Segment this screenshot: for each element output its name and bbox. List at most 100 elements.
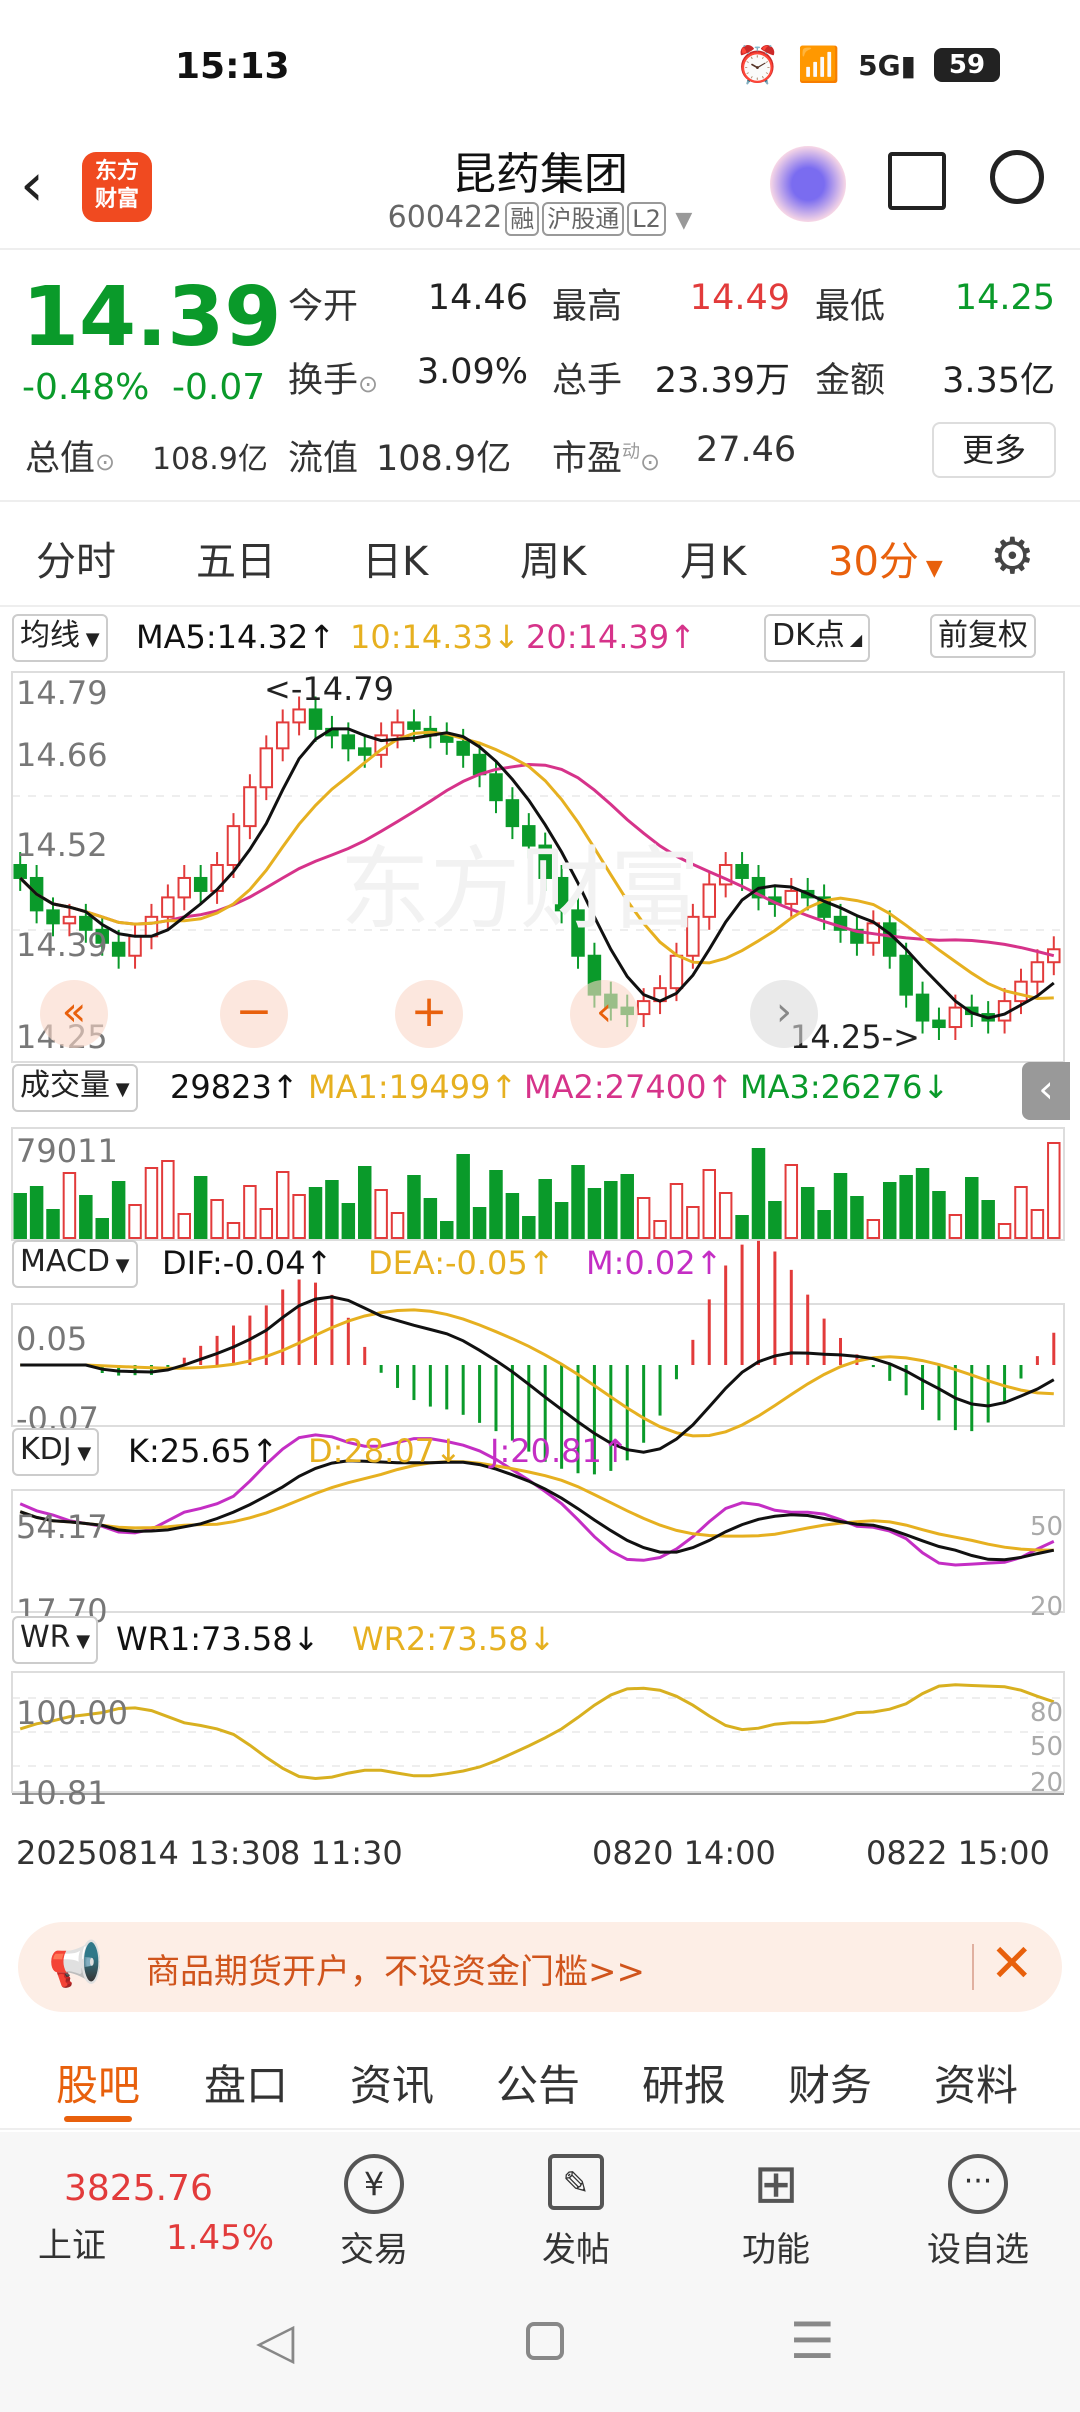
- wr-bottom: 10.81: [16, 1774, 108, 1812]
- candle: [554, 876, 569, 912]
- volume-bar: [702, 1169, 717, 1239]
- candle: [686, 915, 700, 957]
- amount-value: 3.35亿: [942, 361, 1055, 401]
- nav-back-icon[interactable]: ◁: [256, 2312, 295, 2370]
- tab-intraday[interactable]: 分时: [36, 539, 116, 585]
- volume-bar: [210, 1199, 224, 1239]
- volume-bar: [554, 1202, 569, 1239]
- volume-bar: [374, 1189, 388, 1239]
- k-line: [19, 1459, 1055, 1562]
- volume-bars: [13, 1142, 1061, 1239]
- high-label: 最高: [552, 287, 623, 327]
- adjust-button[interactable]: 前复权: [930, 614, 1036, 658]
- candle: [735, 864, 749, 879]
- tab-daily[interactable]: 日K: [362, 539, 429, 585]
- back-icon[interactable]: ‹: [20, 150, 44, 220]
- wr2-readout: WR2:73.58↓: [352, 1620, 556, 1658]
- volume-bar: [29, 1186, 44, 1239]
- candle: [538, 844, 552, 879]
- candle: [341, 734, 356, 750]
- candle: [275, 721, 290, 750]
- candle: [932, 1019, 946, 1029]
- trade-button[interactable]: ¥ 交易: [274, 2132, 474, 2271]
- candle: [13, 864, 27, 879]
- tab-news[interactable]: 资讯: [350, 2061, 435, 2110]
- promo-text[interactable]: 商品期货开户，不设资金门槛>>: [146, 1952, 645, 1992]
- tab-forum[interactable]: 股吧: [56, 2061, 141, 2110]
- collapse-panel-icon[interactable]: ‹: [1022, 1062, 1070, 1120]
- tab-weekly[interactable]: 周K: [520, 539, 587, 585]
- candlestick-chart[interactable]: [10, 670, 1068, 1660]
- more-button[interactable]: 更多: [932, 422, 1056, 478]
- stock-header: ‹ 东方 财富 昆药集团 600422 融沪股通 L2 ▼: [0, 130, 1080, 250]
- dea-readout: DEA:-0.05↑: [368, 1244, 555, 1282]
- turnover-label[interactable]: 换手⊙: [288, 361, 379, 401]
- tab-research[interactable]: 研报: [642, 2061, 727, 2110]
- tab-5day[interactable]: 五日: [196, 539, 276, 585]
- eastmoney-logo[interactable]: 东方 财富: [82, 152, 152, 222]
- wr-top: 100.00: [16, 1694, 128, 1732]
- volume-bar: [489, 1170, 503, 1239]
- ma-selector[interactable]: 均线 ▼: [12, 614, 108, 662]
- kdj-top: 54.17: [16, 1508, 108, 1546]
- post-button[interactable]: ✎ 发帖: [476, 2132, 676, 2271]
- functions-button[interactable]: ⊞ 功能: [676, 2132, 876, 2271]
- volume-bar: [1030, 1209, 1045, 1239]
- tab-monthly[interactable]: 月K: [680, 539, 747, 585]
- volume-bar: [981, 1200, 995, 1239]
- stock-code-row[interactable]: 600422 融沪股通 L2 ▼: [0, 200, 1080, 236]
- volume-max: 79011: [16, 1132, 118, 1170]
- candle: [390, 721, 405, 737]
- settings-gear-icon[interactable]: ⚙: [990, 527, 1035, 585]
- last-price: 14.39: [22, 270, 282, 365]
- candle: [702, 883, 717, 918]
- ytick: 14.52: [16, 826, 108, 864]
- low-label: 最低: [815, 287, 886, 327]
- candle: [472, 753, 487, 776]
- tab-orderbook[interactable]: 盘口: [204, 2061, 289, 2110]
- wr-selector[interactable]: WR ▼: [12, 1616, 99, 1664]
- dk-point-button[interactable]: DK点 ◢: [764, 614, 871, 662]
- zoom-out-icon[interactable]: −: [220, 980, 288, 1048]
- macd-selector[interactable]: MACD ▼: [12, 1240, 138, 1288]
- candle: [817, 896, 831, 918]
- kdj-selector[interactable]: KDJ ▼: [12, 1428, 100, 1476]
- add-watchlist-button[interactable]: ··· 设自选: [878, 2132, 1078, 2271]
- share-icon[interactable]: [888, 152, 946, 210]
- scroll-right-icon[interactable]: ›: [750, 980, 818, 1048]
- candle: [95, 928, 109, 944]
- volume-bar: [915, 1168, 930, 1239]
- promo-banner[interactable]: 📢 商品期货开户，不设资金门槛>> ✕: [18, 1922, 1062, 2012]
- more-dots-icon: ···: [948, 2154, 1008, 2214]
- volume-bar: [899, 1175, 913, 1239]
- kdj-ref-20: 20: [1030, 1592, 1064, 1622]
- volume-bar: [800, 1187, 815, 1239]
- tab-financials[interactable]: 财务: [788, 2061, 873, 2110]
- tab-announcements[interactable]: 公告: [496, 2061, 581, 2110]
- search-icon[interactable]: [990, 150, 1044, 204]
- volume-selector[interactable]: 成交量 ▼: [12, 1064, 138, 1112]
- pe-label[interactable]: 市盈动⊙: [552, 439, 661, 479]
- xlabel: 0820 14:00: [592, 1834, 776, 1872]
- mktcap-label[interactable]: 总值⊙: [25, 439, 116, 479]
- volume-bar: [472, 1207, 487, 1239]
- k-readout: K:25.65↑: [128, 1432, 279, 1470]
- candle: [177, 876, 192, 899]
- scroll-left-fast-icon[interactable]: «: [40, 980, 108, 1048]
- nav-menu-icon[interactable]: ☰: [790, 2312, 835, 2370]
- stock-code: 600422: [387, 200, 503, 235]
- scroll-left-icon[interactable]: ‹: [570, 980, 638, 1048]
- tab-30min[interactable]: 30分 ▼: [828, 539, 943, 585]
- tab-profile[interactable]: 资料: [934, 2061, 1019, 2110]
- zoom-in-icon[interactable]: +: [395, 980, 463, 1048]
- volume-bar: [538, 1179, 552, 1239]
- index-ticker[interactable]: 3825.76 上证 1.45%: [30, 2166, 290, 2276]
- tag-connect: 沪股通: [542, 202, 625, 236]
- candle: [505, 799, 520, 828]
- tag-l2: L2: [627, 202, 666, 236]
- kline-chart-area[interactable]: 均线 ▼ MA5:14.32↑ 10:14.33↓ 20:14.39↑ DK点 …: [0, 608, 1080, 1898]
- volume-bar: [768, 1201, 782, 1239]
- robot-assistant-icon[interactable]: [770, 146, 846, 222]
- nav-home-icon[interactable]: [526, 2322, 564, 2360]
- close-icon[interactable]: ✕: [990, 1934, 1034, 1994]
